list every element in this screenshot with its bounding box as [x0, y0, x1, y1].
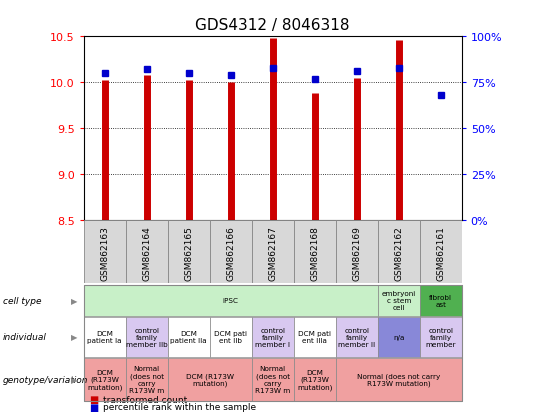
Text: GSM862166: GSM862166	[226, 226, 235, 281]
FancyBboxPatch shape	[377, 221, 420, 283]
Text: n/a: n/a	[393, 334, 404, 340]
Text: GSM862167: GSM862167	[268, 226, 277, 281]
Title: GDS4312 / 8046318: GDS4312 / 8046318	[195, 18, 350, 33]
FancyBboxPatch shape	[420, 221, 462, 283]
Text: embryoni
c stem
cell: embryoni c stem cell	[382, 290, 416, 311]
Text: percentile rank within the sample: percentile rank within the sample	[103, 402, 256, 411]
Text: iPSC: iPSC	[222, 297, 239, 304]
Text: GSM862164: GSM862164	[142, 226, 151, 280]
Text: DCM pati
ent IIb: DCM pati ent IIb	[214, 330, 247, 344]
Text: GSM862162: GSM862162	[394, 226, 403, 280]
FancyBboxPatch shape	[210, 221, 252, 283]
Text: DCM pati
ent IIIa: DCM pati ent IIIa	[298, 330, 331, 344]
FancyBboxPatch shape	[84, 221, 126, 283]
Text: ■: ■	[89, 394, 98, 404]
Text: GSM862163: GSM862163	[100, 226, 109, 281]
Text: DCM
patient Ia: DCM patient Ia	[87, 330, 122, 344]
Text: GSM862165: GSM862165	[184, 226, 193, 281]
Text: ▶: ▶	[71, 332, 77, 342]
Text: Normal
(does not
carry
R173W m: Normal (does not carry R173W m	[255, 366, 291, 393]
Text: Normal (does not carry
R173W mutation): Normal (does not carry R173W mutation)	[357, 372, 440, 386]
Text: individual: individual	[3, 332, 46, 342]
Text: DCM
(R173W
mutation): DCM (R173W mutation)	[297, 369, 333, 389]
FancyBboxPatch shape	[336, 221, 377, 283]
Text: fibrobl
ast: fibrobl ast	[429, 294, 452, 307]
Text: ■: ■	[89, 402, 98, 412]
Text: ▶: ▶	[71, 296, 77, 305]
Text: GSM862161: GSM862161	[436, 226, 445, 281]
Text: cell type: cell type	[3, 296, 41, 305]
Text: control
family
member II: control family member II	[338, 327, 375, 347]
Text: DCM
(R173W
mutation): DCM (R173W mutation)	[87, 369, 123, 389]
Text: GSM862168: GSM862168	[310, 226, 319, 281]
Text: GSM862169: GSM862169	[352, 226, 361, 281]
Text: DCM (R173W
mutation): DCM (R173W mutation)	[186, 372, 234, 386]
Text: Normal
(does not
carry
R173W m: Normal (does not carry R173W m	[129, 366, 164, 393]
Text: transformed count: transformed count	[103, 395, 187, 404]
FancyBboxPatch shape	[294, 221, 336, 283]
Text: control
family
member I: control family member I	[255, 327, 290, 347]
Text: ▶: ▶	[71, 375, 77, 384]
FancyBboxPatch shape	[252, 221, 294, 283]
FancyBboxPatch shape	[168, 221, 210, 283]
Text: genotype/variation: genotype/variation	[3, 375, 88, 384]
Text: control
family
member: control family member	[426, 327, 456, 347]
Text: control
family
member IIb: control family member IIb	[126, 327, 167, 347]
Text: DCM
patient IIa: DCM patient IIa	[171, 330, 207, 344]
FancyBboxPatch shape	[126, 221, 168, 283]
